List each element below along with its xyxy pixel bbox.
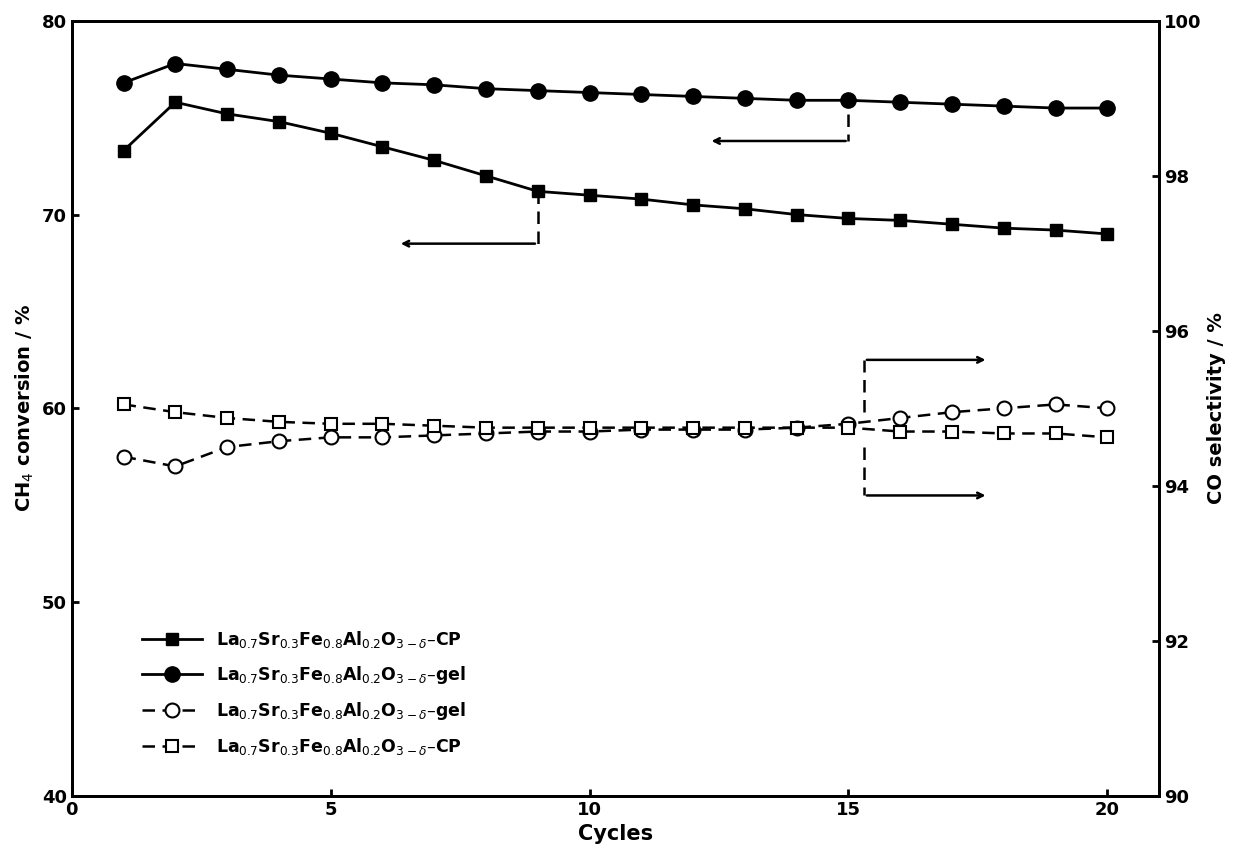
- X-axis label: Cycles: Cycles: [578, 825, 653, 844]
- Y-axis label: CO selectivity / %: CO selectivity / %: [1207, 312, 1226, 505]
- Y-axis label: CH$_4$ conversion / %: CH$_4$ conversion / %: [14, 304, 36, 512]
- Legend: La$_{0.7}$Sr$_{0.3}$Fe$_{0.8}$Al$_{0.2}$O$_{3-\delta}$–CP, La$_{0.7}$Sr$_{0.3}$F: La$_{0.7}$Sr$_{0.3}$Fe$_{0.8}$Al$_{0.2}$…: [135, 622, 474, 764]
